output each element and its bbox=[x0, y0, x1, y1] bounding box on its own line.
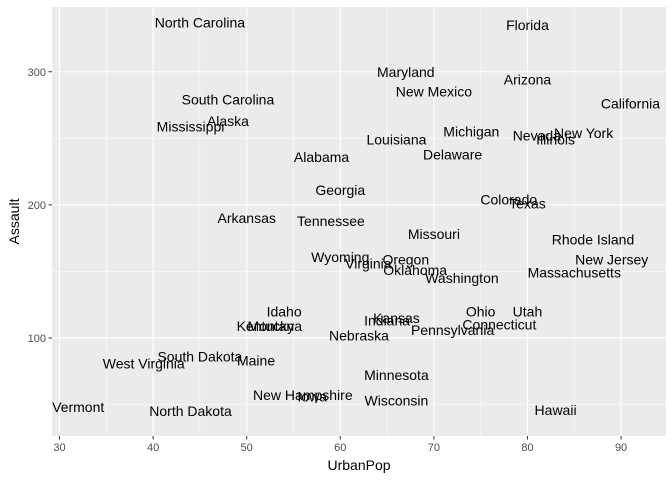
major-grid bbox=[52, 7, 666, 436]
point-label: Hawaii bbox=[535, 402, 577, 418]
point-label: Kentucky bbox=[237, 318, 295, 334]
point-label: Idaho bbox=[267, 303, 302, 319]
point-label: Delaware bbox=[423, 146, 482, 162]
x-axis-title: UrbanPop bbox=[327, 457, 390, 473]
point-label: New York bbox=[554, 125, 614, 141]
x-tick-label: 90 bbox=[615, 442, 627, 454]
point-label: Wyoming bbox=[311, 249, 369, 265]
point-label: Pennsylvania bbox=[411, 322, 494, 338]
x-tick-label: 70 bbox=[428, 442, 440, 454]
y-tick-label: 100 bbox=[28, 333, 46, 345]
point-label: Nebraska bbox=[329, 327, 389, 343]
x-tick-label: 50 bbox=[241, 442, 253, 454]
point-label: Utah bbox=[513, 303, 543, 319]
point-labels: Alabama Alaska Arizona Arkansas California Co… bbox=[52, 15, 660, 420]
point-label: North Carolina bbox=[155, 15, 245, 31]
point-label: Illinois bbox=[536, 132, 575, 148]
point-label: Indiana bbox=[364, 313, 410, 329]
point-label: Arizona bbox=[504, 72, 552, 88]
point-label: Colorado bbox=[480, 192, 537, 208]
point-label: Minnesota bbox=[364, 367, 429, 383]
point-label: Georgia bbox=[315, 182, 365, 198]
point-label: New Hampshire bbox=[253, 387, 353, 403]
point-label: Texas bbox=[509, 196, 546, 212]
y-axis-title: Assault bbox=[6, 198, 22, 244]
point-label: Missouri bbox=[408, 226, 460, 242]
x-tick-label: 60 bbox=[334, 442, 346, 454]
point-label: North Dakota bbox=[149, 403, 232, 419]
minor-grid bbox=[52, 7, 666, 436]
point-label: Mississippi bbox=[157, 118, 225, 134]
x-tick-label: 40 bbox=[147, 442, 159, 454]
point-label: Iowa bbox=[297, 389, 327, 405]
y-tick-label: 200 bbox=[28, 200, 46, 212]
point-label: Maryland bbox=[377, 64, 435, 80]
point-label: Kansas bbox=[373, 310, 420, 326]
point-label: Oklahoma bbox=[383, 262, 447, 278]
point-label: Rhode Island bbox=[552, 231, 635, 247]
x-axis-ticks: 30 40 50 60 70 80 90 bbox=[53, 436, 627, 454]
x-tick-label: 30 bbox=[53, 442, 65, 454]
point-label: Alaska bbox=[207, 113, 249, 129]
point-label: Oregon bbox=[382, 251, 429, 267]
point-label: West Virginia bbox=[103, 355, 185, 371]
point-label: Arkansas bbox=[218, 210, 276, 226]
point-label: Alabama bbox=[294, 149, 349, 165]
point-label: Louisiana bbox=[366, 132, 426, 148]
point-label: Montana bbox=[248, 318, 303, 334]
y-tick-label: 300 bbox=[28, 67, 46, 79]
point-label: Washington bbox=[425, 270, 498, 286]
point-label: New Jersey bbox=[575, 251, 648, 267]
point-label: Maine bbox=[237, 353, 275, 369]
panel-background bbox=[52, 7, 666, 436]
point-label: Connecticut bbox=[462, 317, 536, 333]
point-label: California bbox=[601, 96, 660, 112]
point-label: Wisconsin bbox=[365, 393, 429, 409]
x-tick-label: 80 bbox=[521, 442, 533, 454]
point-label: Tennessee bbox=[297, 213, 365, 229]
point-label: South Dakota bbox=[157, 349, 242, 365]
point-label: Florida bbox=[506, 17, 549, 33]
point-label: Massachusetts bbox=[528, 265, 621, 281]
point-label: Vermont bbox=[52, 399, 104, 415]
point-label: New Mexico bbox=[396, 84, 472, 100]
point-label: South Carolina bbox=[182, 92, 275, 108]
point-label: Ohio bbox=[466, 303, 496, 319]
point-label: Virginia bbox=[345, 255, 392, 271]
y-axis-ticks: 100 200 300 bbox=[28, 67, 52, 345]
point-label: Michigan bbox=[443, 124, 499, 140]
point-label: Nevada bbox=[513, 128, 561, 144]
